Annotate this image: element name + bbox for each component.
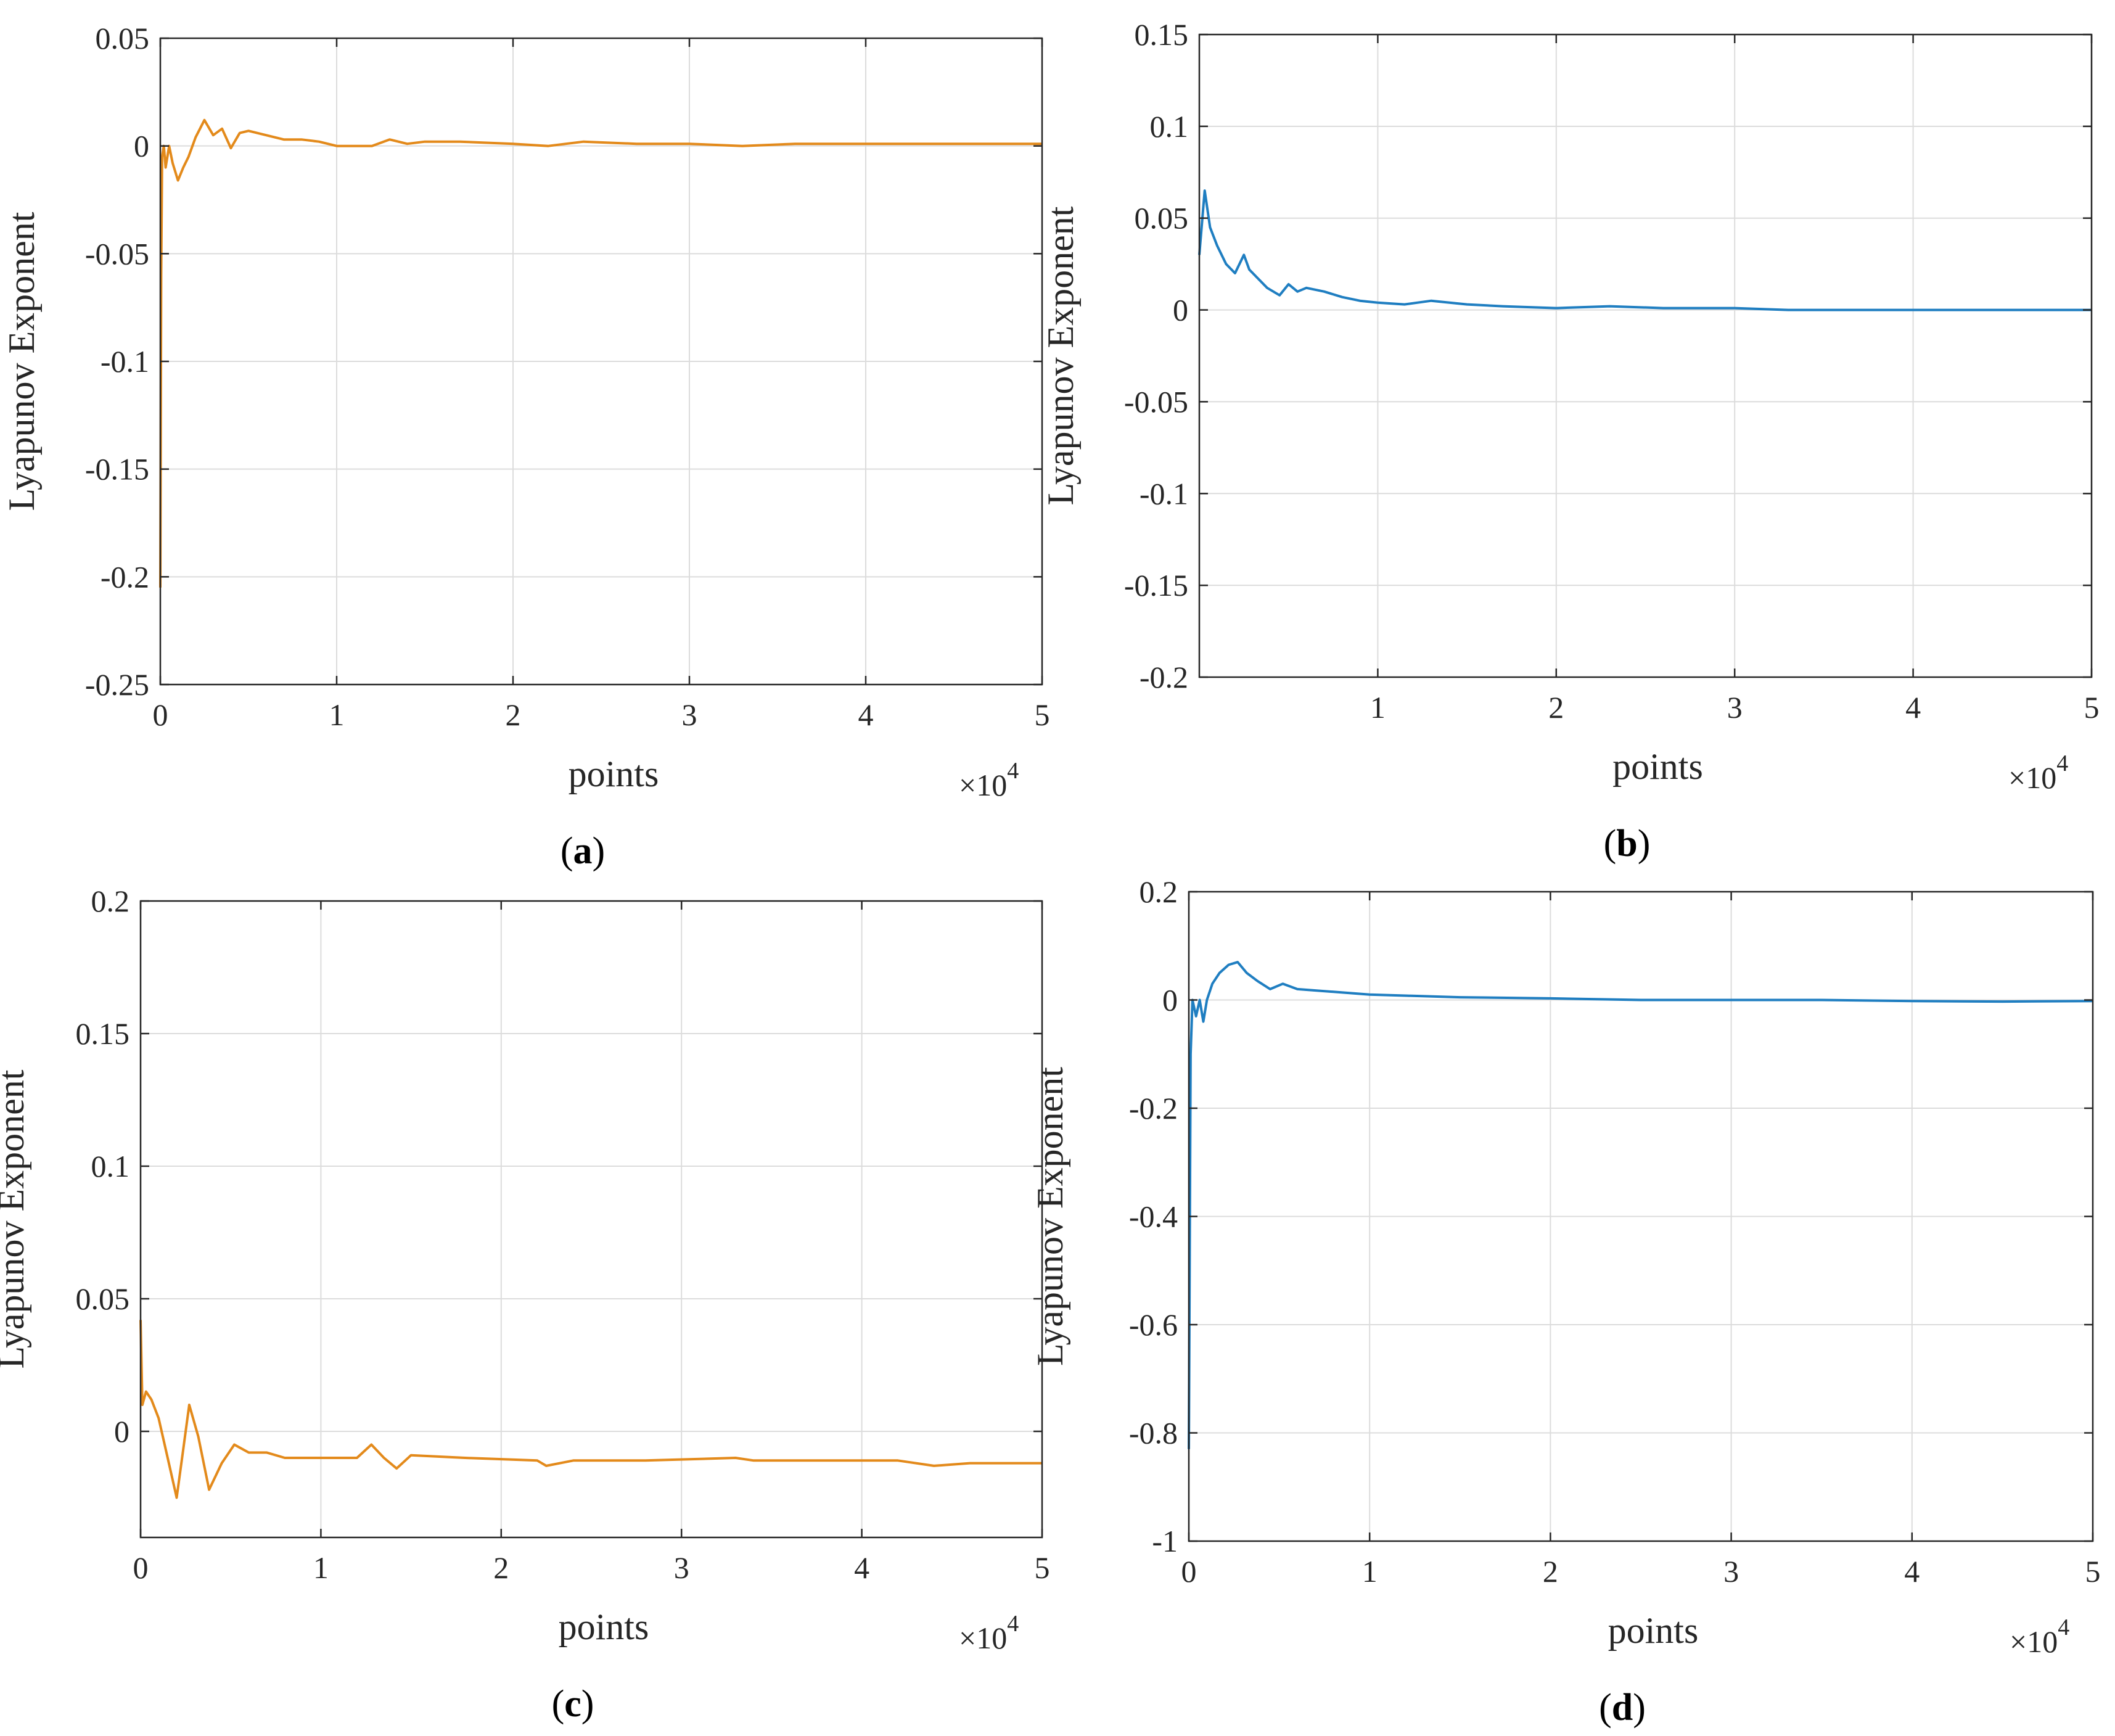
y-tick-label: -0.1 (1140, 476, 1188, 511)
series-line-d (1188, 961, 2093, 1449)
x-multiplier-label: ×104 (2008, 751, 2068, 795)
x-tick-label: 5 (2085, 1554, 2101, 1589)
y-tick-label: 0.2 (1140, 874, 1178, 909)
x-axis-label: points (1608, 1610, 1699, 1651)
x-multiplier-exponent: 4 (2058, 1615, 2069, 1640)
plot-area (141, 901, 1042, 1537)
panel-letter: a (573, 830, 593, 872)
x-tick-label: 5 (1035, 697, 1050, 732)
panel-label: (a) (561, 830, 605, 872)
x-tick-label: 0 (133, 1550, 149, 1585)
chart-panel-a: 0 1 2 3 4 5-0.25-0.2-0.15-0.1-0.0500.05points… (1, 21, 1050, 872)
x-axis-label: points (1612, 746, 1703, 787)
y-tick-label: -0.6 (1129, 1307, 1178, 1342)
y-tick-label: 0 (134, 129, 149, 163)
y-tick-label: 0.05 (96, 21, 150, 56)
y-tick-label: 0.15 (76, 1016, 130, 1051)
x-tick-label: 4 (1904, 1554, 1920, 1589)
x-multiplier-exponent: 4 (2056, 751, 2068, 776)
x-tick-label: 2 (506, 697, 521, 732)
panel-label: (b) (1604, 823, 1651, 865)
y-axis-label: Lyapunov Exponent (1, 212, 42, 511)
y-tick-label: 0.15 (1135, 17, 1189, 52)
series-line-c (139, 1320, 1042, 1499)
axes-box (139, 900, 1043, 1539)
y-tick-label: 0.05 (76, 1281, 130, 1316)
y-tick-label: -0.15 (85, 452, 149, 487)
y-tick-label: -0.2 (101, 559, 149, 594)
x-tick-label: 3 (1727, 690, 1743, 725)
y-tick-label: -0.25 (85, 667, 149, 702)
y-tick-label: -0.05 (1124, 384, 1188, 419)
x-tick-label: 3 (1723, 1554, 1739, 1589)
y-tick-label: -0.8 (1129, 1416, 1178, 1450)
y-axis-label: Lyapunov Exponent (1040, 206, 1081, 505)
y-tick-label: -0.1 (101, 344, 149, 379)
x-multiplier-exponent: 4 (1007, 758, 1019, 784)
plot-area (1199, 35, 2092, 677)
axes-box (1198, 33, 2093, 678)
panel-letter: c (564, 1683, 581, 1725)
x-multiplier-base: ×10 (2010, 1624, 2058, 1659)
y-tick-label: 0.2 (91, 884, 130, 918)
y-axis-label: Lyapunov Exponent (1030, 1067, 1070, 1366)
x-tick-label: 1 (1362, 1554, 1378, 1589)
x-multiplier-base: ×10 (959, 1621, 1007, 1655)
x-tick-label: 2 (1543, 1554, 1558, 1589)
y-tick-label: 0.05 (1135, 201, 1189, 236)
x-multiplier-base: ×10 (2008, 760, 2056, 795)
x-tick-label: 1 (1370, 690, 1386, 725)
x-multiplier-exponent: 4 (1007, 1611, 1019, 1637)
x-multiplier-label: ×104 (959, 1611, 1019, 1655)
chart-panel-b: 1 2 3 4 5 -0.2 -0.15 -0.1 -0.05 0 0.05 0.1 0.15 point… (1040, 17, 2100, 865)
panel-label: (c) (552, 1683, 594, 1725)
y-axis-label: Lyapunov Exponent (0, 1069, 31, 1368)
panel-letter: b (1616, 823, 1637, 865)
x-tick-label: 3 (674, 1550, 689, 1585)
x-tick-label: 1 (313, 1550, 329, 1585)
y-tick-label: 0 (114, 1414, 129, 1449)
x-axis-label: points (569, 754, 659, 794)
x-tick-label: 2 (1548, 690, 1564, 725)
y-tick-label: -0.4 (1129, 1199, 1178, 1234)
y-tick-label: 0.1 (1150, 109, 1189, 144)
x-tick-label: 0 (153, 697, 168, 732)
chart-panel-d: 0 1 2 3 4 5 -1 -0.8 -0.6 -0.4 -0.2 0 0.2 points Lyapun… (1030, 874, 2101, 1729)
y-tick-label: -0.15 (1124, 568, 1188, 603)
y-tick-label: 0.1 (91, 1149, 130, 1183)
series-line-a (159, 118, 1042, 588)
x-tick-label: 1 (329, 697, 345, 732)
panel-label: (d) (1599, 1687, 1646, 1729)
x-multiplier-base: ×10 (959, 768, 1007, 802)
x-tick-label: 5 (1035, 1550, 1050, 1585)
x-tick-label: 3 (682, 697, 697, 732)
x-tick-label: 5 (2084, 690, 2100, 725)
y-tick-label: -0.05 (85, 236, 149, 271)
x-tick-label: 0 (1181, 1554, 1197, 1589)
x-multiplier-label: ×104 (959, 758, 1019, 802)
panel-letter: d (1612, 1687, 1633, 1729)
y-tick-label: -1 (1152, 1524, 1178, 1558)
y-tick-label: -0.2 (1129, 1091, 1178, 1125)
y-tick-label: 0 (1162, 983, 1178, 1018)
x-tick-label: 4 (1905, 690, 1921, 725)
x-axis-label: points (559, 1606, 649, 1647)
y-tick-label: 0 (1173, 293, 1188, 327)
x-tick-label: 4 (858, 697, 874, 732)
series-line-b (1198, 189, 2092, 311)
x-tick-label: 4 (854, 1550, 869, 1585)
y-tick-label: -0.2 (1140, 660, 1188, 694)
x-multiplier-label: ×104 (2010, 1615, 2069, 1659)
x-tick-label: 2 (493, 1550, 509, 1585)
